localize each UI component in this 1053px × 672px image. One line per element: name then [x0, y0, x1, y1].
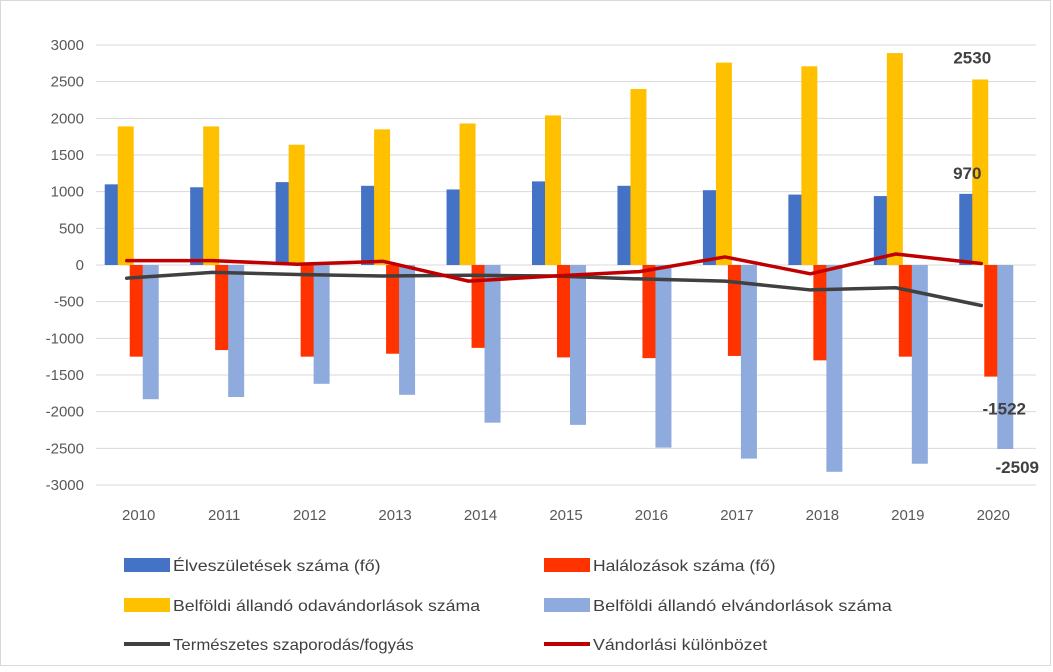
bar-series-1 — [984, 265, 1001, 377]
data-label: 970 — [953, 164, 981, 183]
bar-series-0 — [446, 189, 463, 265]
x-tick-label: 2015 — [549, 507, 582, 524]
bar-series-2 — [630, 89, 647, 265]
bar-series-2 — [801, 66, 818, 266]
legend-swatch — [544, 558, 590, 572]
x-tick-label: 2016 — [635, 507, 668, 524]
bar-series-1 — [557, 265, 573, 358]
bar-series-2 — [886, 53, 903, 265]
bar-series-1 — [386, 265, 403, 354]
x-tick-label: 2011 — [208, 507, 240, 524]
bar-series-0 — [532, 181, 548, 265]
x-tick-label: 2017 — [720, 507, 753, 524]
lines — [124, 252, 984, 308]
bar-series-3 — [911, 265, 928, 464]
bar-series-1 — [129, 265, 146, 357]
bar-series-3 — [484, 265, 501, 423]
x-axis-tick-labels: 2010 2011 2012 2013 2014 2015 2016 2017 2018 2019… — [122, 507, 1010, 524]
bar-series-3 — [313, 265, 330, 384]
y-tick-label: -2000 — [46, 404, 84, 421]
bar-series-3 — [399, 265, 416, 395]
legend-label: Halálozások száma (fő) — [593, 558, 776, 575]
line-series-1 — [124, 252, 984, 283]
x-tick-label: 2010 — [122, 507, 155, 524]
bar-series-0 — [104, 184, 121, 265]
bar-series-3 — [570, 265, 586, 425]
legend-label: Belföldi állandó odavándorlások száma — [173, 598, 480, 615]
bar-series-0 — [788, 194, 805, 265]
bar-series-3 — [655, 265, 672, 448]
y-tick-label: 2500 — [51, 74, 84, 91]
bar-series-0 — [617, 185, 634, 265]
bar-series-2 — [374, 129, 391, 265]
bar-series-0 — [190, 187, 207, 265]
y-tick-label: -1000 — [46, 330, 84, 347]
data-label: -2509 — [996, 458, 1039, 477]
bar-series-0 — [873, 196, 890, 265]
bar-series-3 — [997, 265, 1014, 449]
bar-series-1 — [642, 265, 659, 359]
legend-swatch — [544, 598, 590, 612]
legend-swatch — [124, 558, 170, 572]
bar-series-1 — [300, 265, 317, 357]
data-label: 2530 — [953, 48, 991, 67]
x-tick-label: 2013 — [378, 507, 411, 524]
bar-series-2 — [715, 62, 732, 265]
x-tick-label: 2018 — [806, 507, 839, 524]
legend-label: Élveszületések száma (fő) — [173, 556, 381, 575]
x-tick-label: 2012 — [293, 507, 326, 524]
y-tick-label: 500 — [59, 220, 84, 237]
y-tick-label: 1500 — [51, 147, 84, 164]
y-tick-label: -2500 — [46, 440, 84, 457]
bar-series-1 — [215, 265, 232, 351]
y-tick-label: -1500 — [46, 367, 84, 384]
grid-lines — [96, 44, 1036, 486]
bar-series-3 — [826, 265, 843, 472]
y-tick-label: 2000 — [51, 110, 84, 127]
legend-label: Természetes szaporodás/fogyás — [173, 637, 414, 654]
x-tick-label: 2020 — [977, 507, 1010, 524]
legend-label: Belföldi állandó elvándorlások száma — [593, 598, 892, 615]
bar-series-0 — [959, 193, 976, 265]
bar-series-2 — [459, 123, 476, 265]
bar-series-3 — [740, 265, 757, 459]
bar-series-3 — [142, 265, 159, 400]
bar-series-0 — [702, 190, 719, 265]
bar-series-2 — [972, 79, 989, 265]
y-tick-label: 3000 — [51, 37, 84, 54]
bar-series-2 — [203, 126, 220, 266]
bar-series-1 — [471, 265, 488, 348]
bar-series-0 — [361, 185, 378, 265]
legend: Élveszületések száma (fő) Halálozások szá… — [124, 556, 892, 654]
bar-series-2 — [545, 115, 561, 266]
legend-swatch — [124, 598, 170, 612]
bar-series-2 — [288, 144, 305, 265]
bar-series-0 — [275, 182, 292, 265]
legend-label: Vándorlási különbözet — [593, 637, 768, 654]
data-labels: 970 -1522 2530 -2509 — [953, 48, 1039, 477]
bar-series-1 — [727, 265, 744, 356]
y-tick-label: -3000 — [46, 477, 84, 494]
data-label: -1522 — [983, 400, 1026, 419]
bar-series-2 — [117, 126, 134, 266]
y-tick-label: 1000 — [51, 184, 84, 201]
bars — [104, 53, 1014, 472]
x-tick-label: 2019 — [891, 507, 924, 524]
bar-series-3 — [228, 265, 245, 397]
x-tick-label: 2014 — [464, 507, 497, 524]
y-tick-label: -500 — [54, 294, 84, 311]
y-tick-label: 0 — [76, 257, 84, 274]
y-axis-tick-labels: 3000 2500 2000 1500 1000 500 0 -500 -1000 -1500 -2… — [46, 37, 84, 494]
